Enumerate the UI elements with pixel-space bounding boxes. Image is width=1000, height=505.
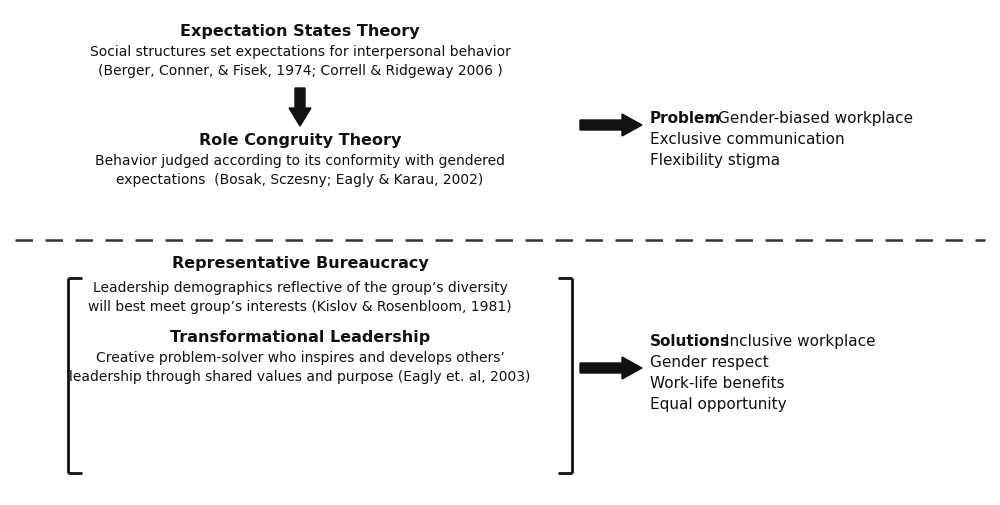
Text: Gender respect: Gender respect (650, 355, 769, 369)
Text: Representative Bureaucracy: Representative Bureaucracy (172, 256, 428, 271)
FancyArrow shape (580, 115, 642, 137)
Text: Solutions: Solutions (650, 333, 730, 348)
Text: (Berger, Conner, & Fisek, 1974; Correll & Ridgeway 2006 ): (Berger, Conner, & Fisek, 1974; Correll … (98, 64, 502, 78)
Text: expectations  (Bosak, Sczesny; Eagly & Karau, 2002): expectations (Bosak, Sczesny; Eagly & Ka… (116, 173, 484, 187)
Text: Problem: Problem (650, 111, 721, 126)
Text: Expectation States Theory: Expectation States Theory (180, 24, 420, 39)
FancyArrow shape (580, 358, 642, 379)
Text: Equal opportunity: Equal opportunity (650, 396, 787, 411)
Text: Leadership demographics reflective of the group’s diversity: Leadership demographics reflective of th… (93, 280, 507, 294)
Text: Social structures set expectations for interpersonal behavior: Social structures set expectations for i… (90, 45, 510, 59)
Text: Work-life benefits: Work-life benefits (650, 375, 785, 390)
Text: Exclusive communication: Exclusive communication (650, 132, 845, 147)
Text: will best meet group’s interests (Kislov & Rosenbloom, 1981): will best meet group’s interests (Kislov… (88, 299, 512, 314)
Text: Behavior judged according to its conformity with gendered: Behavior judged according to its conform… (95, 154, 505, 168)
Text: leadership through shared values and purpose (Eagly et. al, 2003): leadership through shared values and pur… (69, 369, 531, 383)
Text: Creative problem-solver who inspires and develops others’: Creative problem-solver who inspires and… (96, 350, 504, 364)
Text: : Inclusive workplace: : Inclusive workplace (715, 333, 876, 348)
Text: Transformational Leadership: Transformational Leadership (170, 329, 430, 344)
Text: Role Congruity Theory: Role Congruity Theory (199, 133, 401, 147)
Text: : Gender-biased workplace: : Gender-biased workplace (708, 111, 913, 126)
FancyArrow shape (289, 89, 311, 127)
Text: Flexibility stigma: Flexibility stigma (650, 153, 780, 168)
